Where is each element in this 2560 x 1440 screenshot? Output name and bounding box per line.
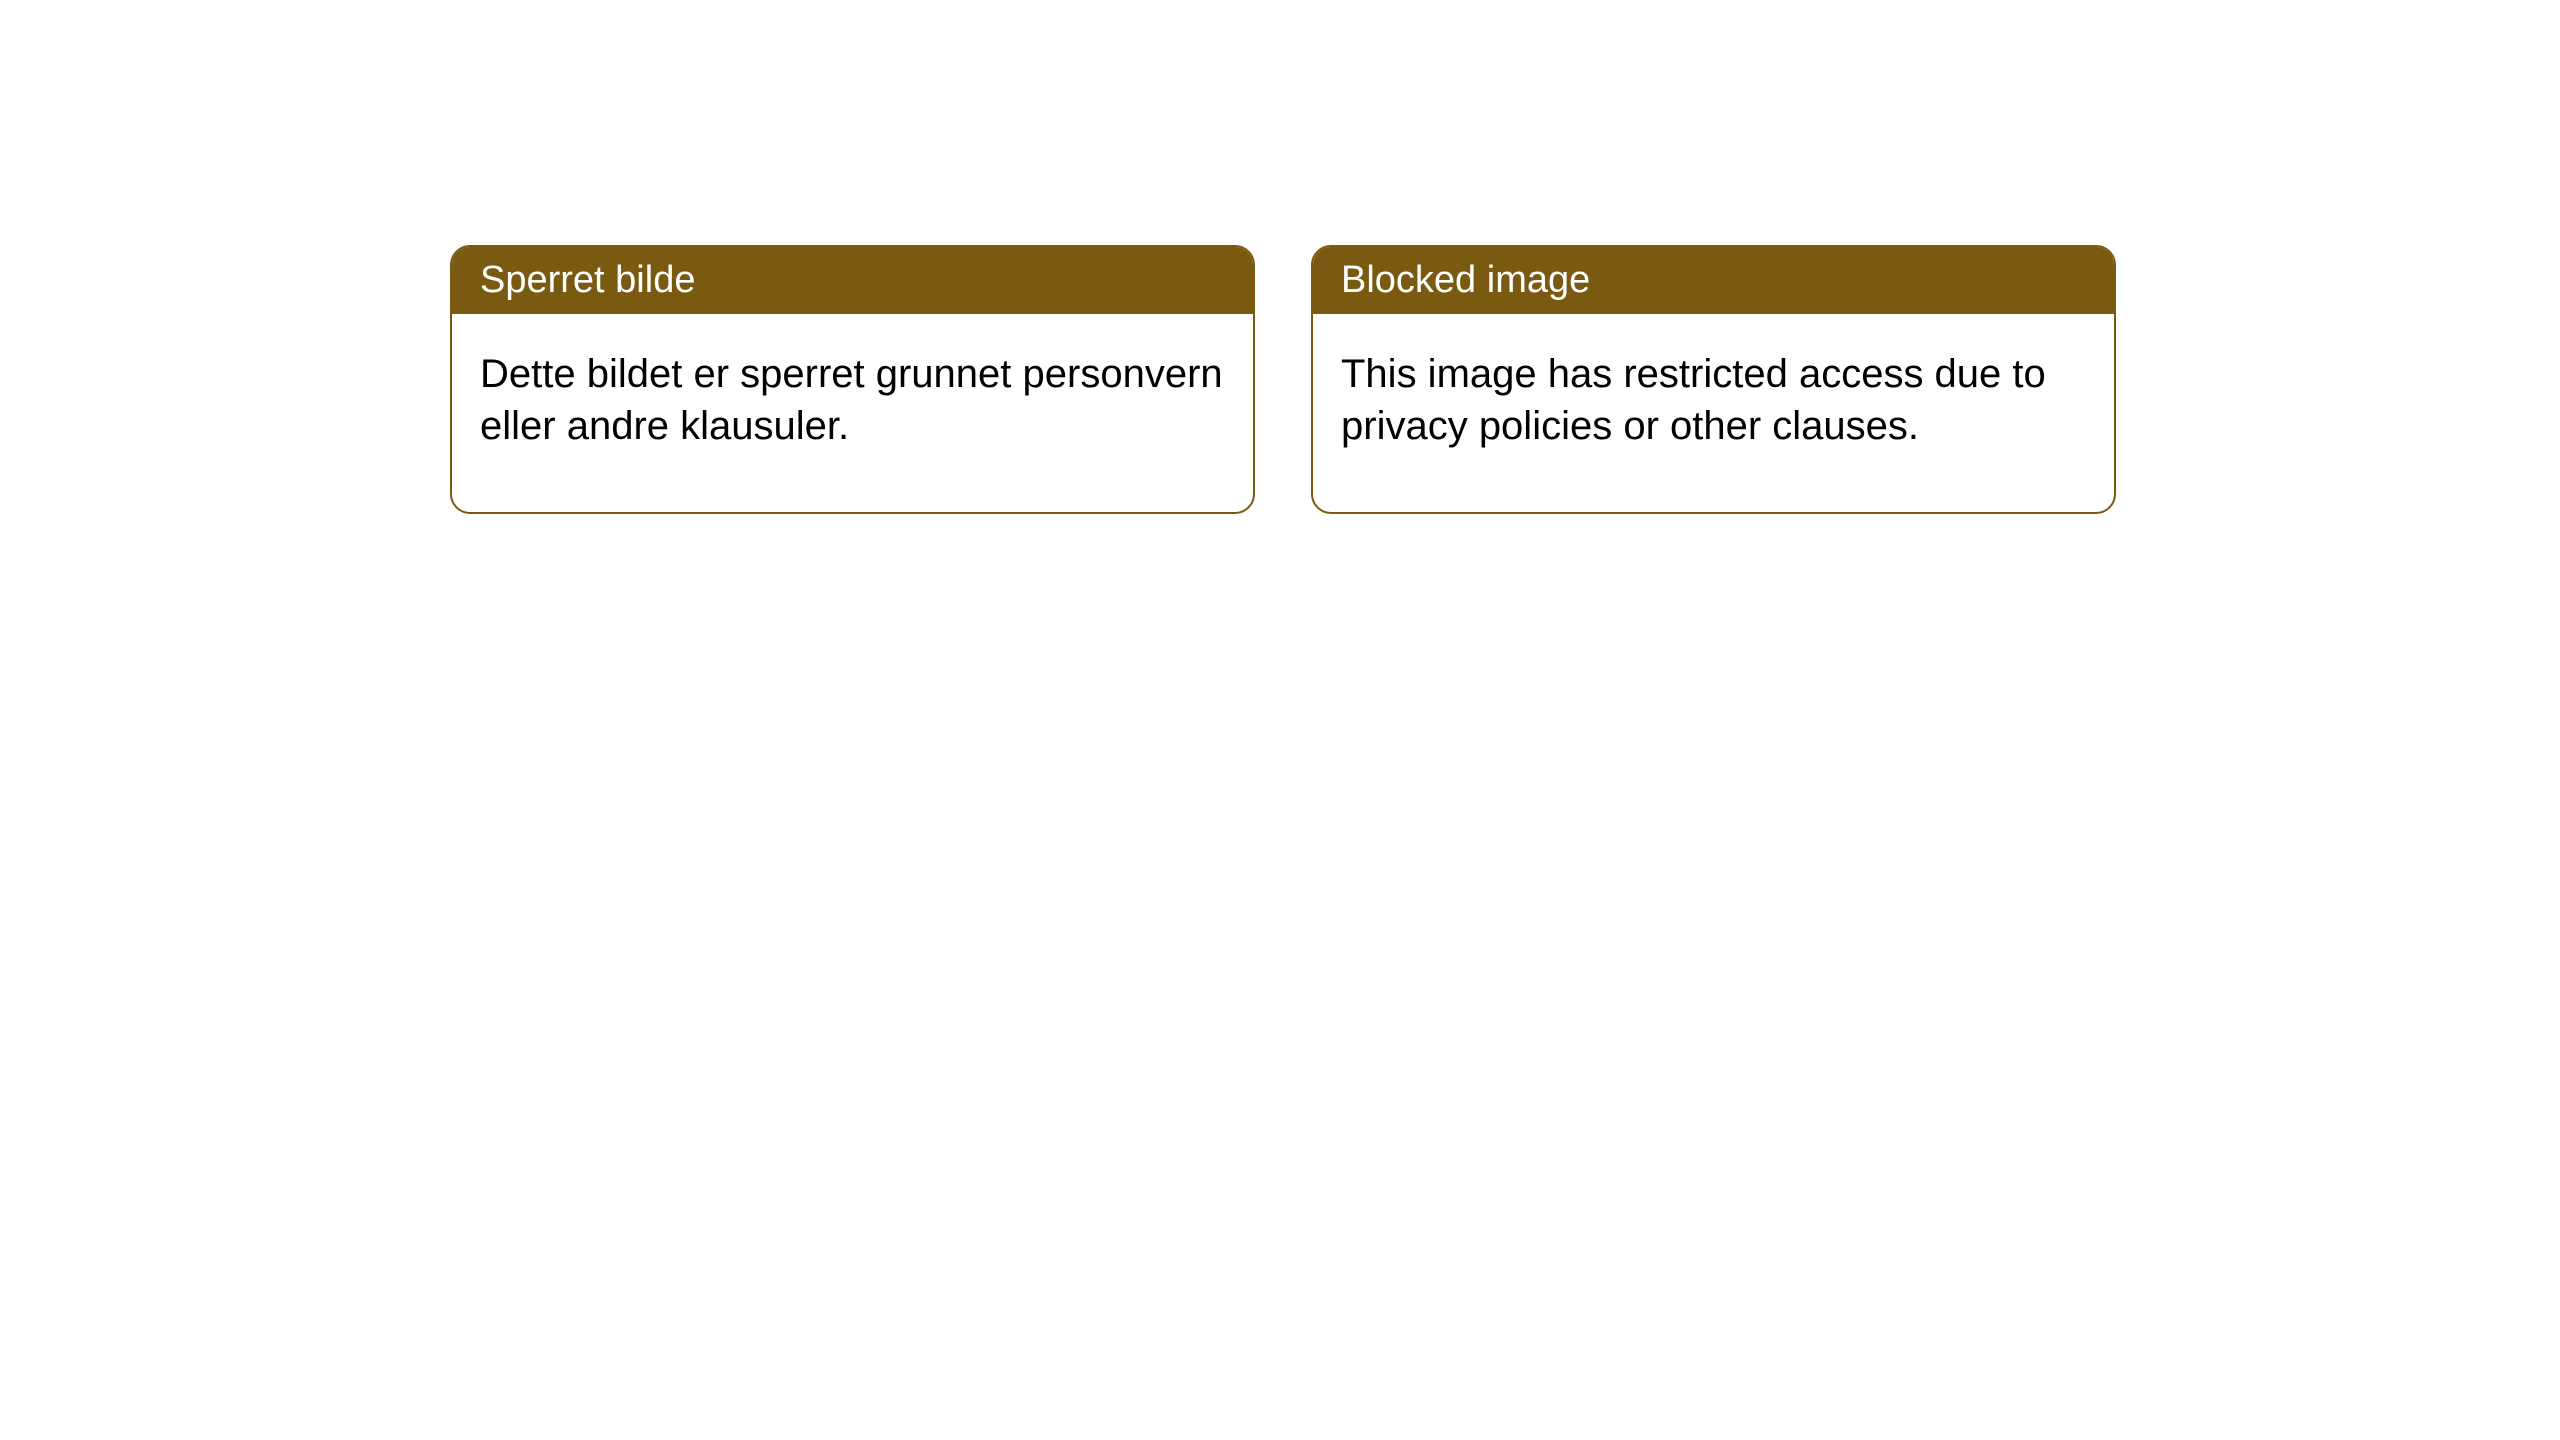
card-body-text: This image has restricted access due to … bbox=[1341, 352, 2046, 448]
card-header: Sperret bilde bbox=[452, 247, 1253, 314]
card-body: This image has restricted access due to … bbox=[1313, 314, 2114, 512]
notice-card-english: Blocked image This image has restricted … bbox=[1311, 245, 2116, 514]
notice-card-norwegian: Sperret bilde Dette bildet er sperret gr… bbox=[450, 245, 1255, 514]
notice-cards-container: Sperret bilde Dette bildet er sperret gr… bbox=[450, 245, 2116, 514]
card-title: Sperret bilde bbox=[480, 259, 695, 301]
card-title: Blocked image bbox=[1341, 259, 1590, 301]
card-header: Blocked image bbox=[1313, 247, 2114, 314]
card-body: Dette bildet er sperret grunnet personve… bbox=[452, 314, 1253, 512]
card-body-text: Dette bildet er sperret grunnet personve… bbox=[480, 352, 1223, 448]
